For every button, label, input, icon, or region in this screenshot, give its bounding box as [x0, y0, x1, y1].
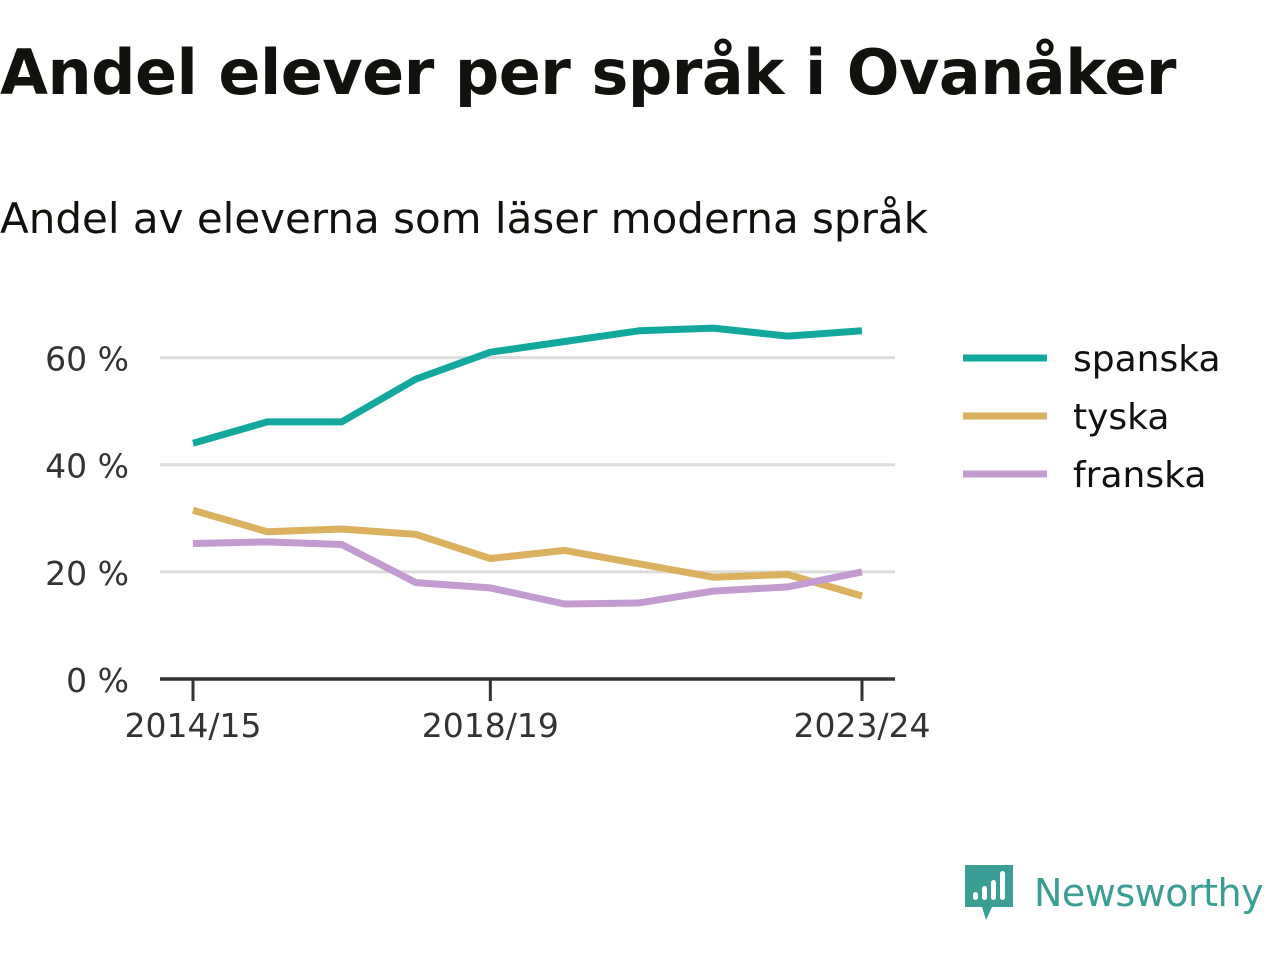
- y-tick-label: 40 %: [45, 447, 129, 486]
- legend: spanska tyska franska: [963, 339, 1221, 496]
- brand-name: Newsworthy: [1034, 871, 1264, 915]
- legend-label-tyska: tyska: [1073, 397, 1169, 438]
- legend-label-spanska: spanska: [1073, 339, 1221, 380]
- x-tick-label: 2018/19: [422, 706, 559, 745]
- chart-title: Andel elever per språk i Ovanåker: [0, 36, 1176, 109]
- y-tick-label: 60 %: [45, 340, 129, 379]
- chart-subtitle: Andel av eleverna som läser moderna språ…: [0, 194, 928, 243]
- series-lines: [192, 324, 863, 608]
- legend-label-franska: franska: [1073, 455, 1206, 496]
- axes: 0 % 20 % 40 % 60 % 2014/15 2018/19 2023/24: [45, 340, 930, 745]
- x-tick-label: 2023/24: [793, 706, 930, 745]
- series-line-franska: [192, 538, 863, 608]
- y-tick-label: 0 %: [66, 661, 129, 700]
- brand-footer: Newsworthy: [962, 862, 1264, 924]
- x-tick-label: 2014/15: [124, 706, 261, 745]
- y-tick-label: 20 %: [45, 554, 129, 593]
- series-line-tyska: [192, 506, 863, 600]
- newsworthy-logo-icon: [965, 865, 1013, 920]
- series-line-spanska: [192, 324, 863, 447]
